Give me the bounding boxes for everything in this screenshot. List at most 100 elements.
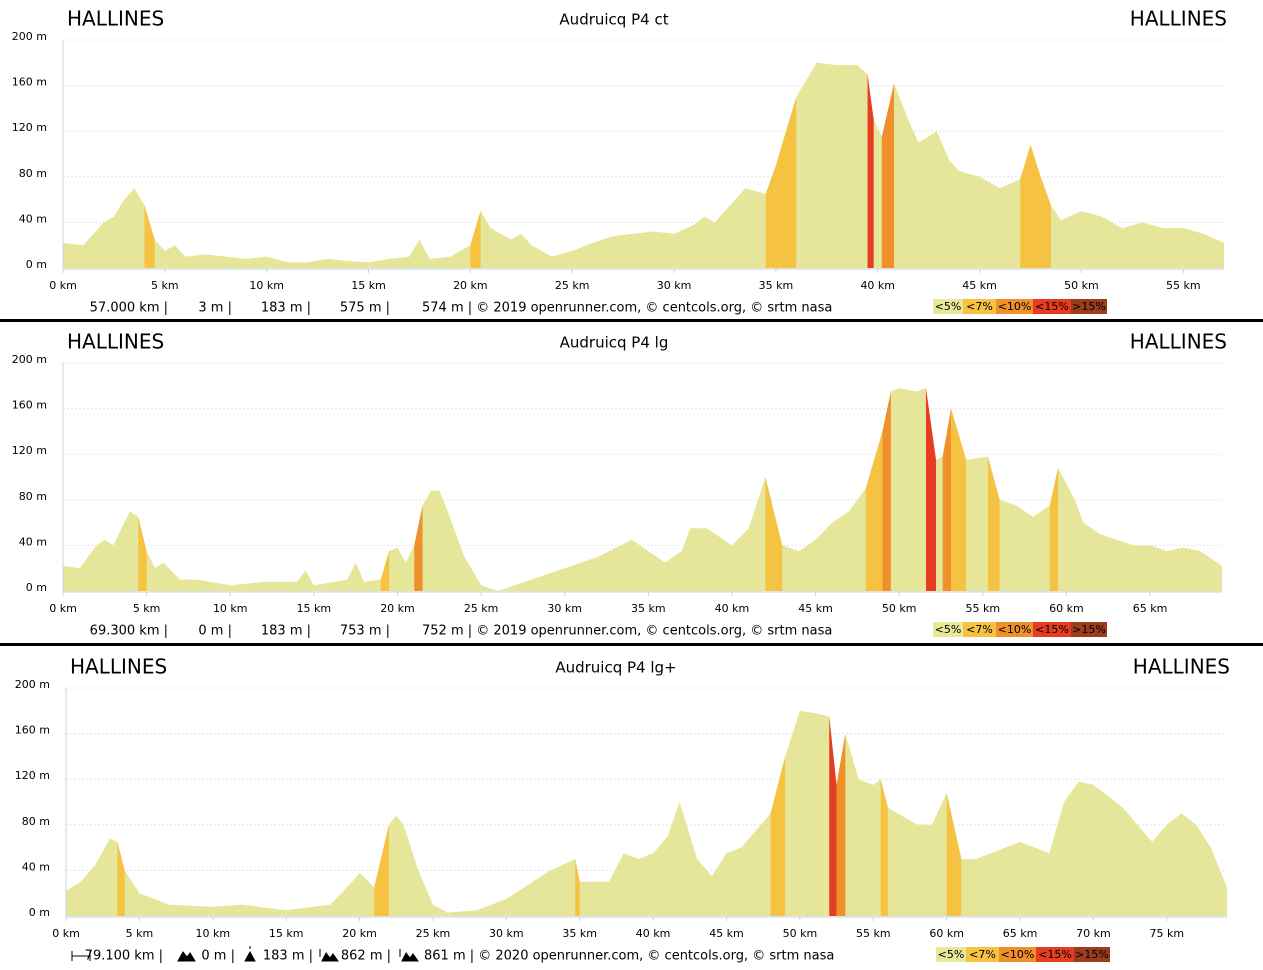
- start-label: HALLINES: [67, 7, 164, 31]
- x-tick-label: 0 km: [49, 279, 77, 292]
- legend-label: >15%: [1075, 948, 1109, 961]
- slope-segment: [865, 431, 883, 591]
- slope-segment: [880, 779, 888, 916]
- slope-segment: [951, 408, 967, 591]
- x-tick-label: 0 km: [52, 927, 80, 940]
- slope-segment: [829, 716, 837, 916]
- x-tick-label: 25 km: [416, 927, 451, 940]
- slope-segment: [1020, 144, 1031, 268]
- legend-label: <7%: [966, 300, 993, 313]
- legend-swatch: [1071, 622, 1107, 637]
- elevation-area: [63, 388, 1222, 591]
- x-tick-label: 30 km: [547, 602, 582, 615]
- slope-segment: [946, 792, 962, 916]
- legend-label: <10%: [998, 623, 1032, 636]
- x-tick-label: 55 km: [966, 602, 1001, 615]
- x-tick-label: 55 km: [1166, 279, 1201, 292]
- separator: [0, 319, 1263, 322]
- stat: 183 m |: [261, 624, 311, 639]
- stat: 862 m |: [341, 949, 391, 964]
- x-tick-label: 50 km: [783, 927, 818, 940]
- slope-segment: [942, 408, 952, 591]
- legend-swatch: [1036, 947, 1074, 962]
- y-tick-label: 80 m: [22, 815, 50, 828]
- y-tick-label: 160 m: [12, 399, 47, 412]
- x-tick-label: 20 km: [342, 927, 377, 940]
- x-tick-label: 40 km: [860, 279, 895, 292]
- legend-label: <7%: [966, 623, 993, 636]
- elevation-area: [63, 62, 1224, 268]
- stat: 183 m |: [263, 949, 313, 964]
- y-tick-label: 160 m: [12, 76, 47, 89]
- legend-label: <15%: [1038, 948, 1072, 961]
- x-tick-label: 25 km: [464, 602, 499, 615]
- y-tick-label: 0 m: [26, 581, 47, 594]
- slope-segment: [775, 131, 787, 268]
- slope-segment: [786, 97, 797, 268]
- slope-segment: [138, 516, 147, 591]
- y-tick-label: 200 m: [12, 30, 47, 43]
- slope-segment: [836, 733, 846, 916]
- stat-icon: [71, 951, 91, 961]
- slope-segment: [770, 756, 786, 916]
- slope-segment: [1049, 467, 1059, 591]
- x-tick-label: 5 km: [151, 279, 179, 292]
- y-tick-label: 80 m: [19, 490, 47, 503]
- x-tick-label: 40 km: [715, 602, 750, 615]
- x-tick-label: 40 km: [636, 927, 671, 940]
- y-tick-label: 40 m: [19, 535, 47, 548]
- legend-swatch: [996, 622, 1033, 637]
- slope-segment: [1040, 176, 1051, 268]
- y-tick-label: 120 m: [12, 121, 47, 134]
- x-tick-label: 35 km: [759, 279, 794, 292]
- end-label: HALLINES: [1133, 655, 1230, 679]
- legend-swatch: [963, 622, 996, 637]
- slope-segment: [773, 511, 783, 591]
- x-tick-label: 20 km: [380, 602, 415, 615]
- slope-segment: [374, 824, 389, 916]
- x-tick-label: 65 km: [1133, 602, 1168, 615]
- slope-segment: [117, 841, 125, 916]
- stat: 753 m |: [340, 624, 390, 639]
- y-tick-label: 40 m: [19, 212, 47, 225]
- x-tick-label: 10 km: [213, 602, 248, 615]
- y-tick-label: 0 m: [29, 906, 50, 919]
- x-tick-label: 60 km: [1049, 602, 1084, 615]
- legend-label: <5%: [935, 623, 962, 636]
- x-tick-label: 10 km: [249, 279, 284, 292]
- stat: 861 m | © 2020 openrunner.com, © centcol…: [424, 949, 834, 964]
- x-tick-label: 45 km: [962, 279, 997, 292]
- legend-swatch: [1074, 947, 1110, 962]
- x-tick-label: 15 km: [269, 927, 304, 940]
- slope-segment: [925, 388, 937, 591]
- x-tick-label: 25 km: [555, 279, 590, 292]
- legend-label: <7%: [969, 948, 996, 961]
- x-tick-label: 45 km: [798, 602, 833, 615]
- slope-segment: [765, 477, 774, 591]
- x-tick-label: 10 km: [195, 927, 230, 940]
- stat: 183 m |: [261, 301, 311, 316]
- x-tick-label: 0 km: [49, 602, 77, 615]
- stat: 0 m |: [201, 949, 235, 964]
- slope-segment: [882, 391, 891, 591]
- slope-segment: [470, 211, 481, 268]
- stat: 79.100 km |: [85, 949, 163, 964]
- x-tick-label: 5 km: [133, 602, 161, 615]
- stat: 3 m |: [198, 301, 232, 316]
- y-tick-label: 200 m: [12, 353, 47, 366]
- legend-swatch: [996, 299, 1033, 314]
- stat-icon: [399, 949, 419, 962]
- x-tick-label: 30 km: [657, 279, 692, 292]
- legend-swatch: [1033, 299, 1071, 314]
- legend-swatch: [936, 947, 966, 962]
- stat-icon: [244, 946, 256, 962]
- legend-label: >15%: [1072, 623, 1106, 636]
- x-tick-label: 65 km: [1003, 927, 1038, 940]
- legend-label: <15%: [1035, 623, 1069, 636]
- x-tick-label: 30 km: [489, 927, 524, 940]
- y-tick-label: 80 m: [19, 167, 47, 180]
- chart-title: Audruicq P4 ct: [559, 11, 668, 29]
- legend-swatch: [999, 947, 1036, 962]
- end-label: HALLINES: [1130, 7, 1227, 31]
